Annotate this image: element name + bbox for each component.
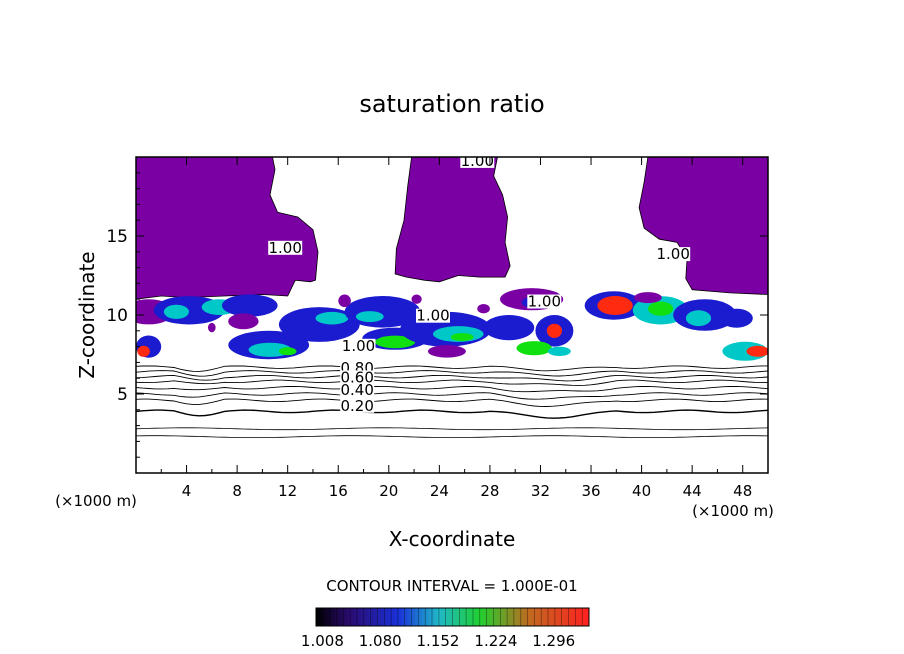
contour-label-bg <box>340 398 375 413</box>
contour-label-2: 1.00 <box>268 239 301 257</box>
contour-label-bg <box>340 383 375 397</box>
x-units-left: (×1000 m) <box>55 492 137 510</box>
contour-label-bg <box>656 247 691 262</box>
contour-low-2 <box>136 435 768 438</box>
colorbar: 1.008 1.080 1.152 1.224 1.296 <box>301 607 590 650</box>
contour-0.2 <box>136 409 768 419</box>
cloud-cell-11 <box>278 347 297 356</box>
colorbar-label-4: 1.224 <box>474 632 517 650</box>
x-tick-label-4: 4 <box>182 482 192 500</box>
contour-label-10: 0.20 <box>340 397 373 415</box>
contour-label-5: 1.00 <box>416 307 449 325</box>
supersaturated-region-1 <box>136 157 319 300</box>
contour-label-8: 0.60 <box>340 368 373 386</box>
colorbar-label-2: 1.080 <box>359 632 402 650</box>
x-axis: 4 8 12 16 20 24 28 32 36 40 44 48 <box>160 157 752 500</box>
x-tick-label-8: 8 <box>232 482 242 500</box>
cloud-cell-32 <box>648 301 674 316</box>
cloud-cell-17 <box>374 335 416 349</box>
cloud-cell-38 <box>634 292 662 304</box>
x-units-right: (×1000 m) <box>692 502 774 520</box>
cloud-cell-5 <box>222 294 278 317</box>
x-tick-label-20: 20 <box>379 482 398 500</box>
contour-label-bg <box>340 370 375 385</box>
y-tick-label-10: 10 <box>106 306 128 326</box>
contour-0.6 <box>136 379 768 386</box>
supersaturated-region-2 <box>394 157 511 283</box>
x-tick-label-48: 48 <box>733 482 752 500</box>
contour-0.3 <box>136 398 768 407</box>
plot-area: 1.001.00 1.001.001.001.000.800.600.400.20 <box>135 152 769 474</box>
contour-0.4 <box>136 392 768 400</box>
x-tick-label-24: 24 <box>430 482 449 500</box>
cloud-cell-20 <box>450 333 474 342</box>
x-tick-label-28: 28 <box>480 482 499 500</box>
contour-0.5 <box>136 385 768 393</box>
colorbar-label-5: 1.296 <box>532 632 575 650</box>
cloud-cell-36 <box>746 345 768 357</box>
y-axis-title: Z-coordinate <box>75 251 99 378</box>
contour-label-3: 1.00 <box>656 245 689 263</box>
contour-0.8 <box>136 370 768 377</box>
colorbar-label-1: 1.008 <box>301 632 344 650</box>
cloud-cell-27 <box>516 341 552 356</box>
contour-label-9: 0.40 <box>340 381 373 399</box>
y-tick-label-5: 5 <box>117 385 128 405</box>
contour-interval-label: CONTOUR INTERVAL = 1.000E-01 <box>326 577 577 595</box>
cloud-cell-39 <box>338 294 351 308</box>
cloud-cell-34 <box>685 310 712 327</box>
contour-label-1: 1.00 <box>461 152 494 170</box>
x-tick-label-32: 32 <box>531 482 550 500</box>
cloud-cell-8 <box>228 313 259 330</box>
x-axis-title: X-coordinate <box>389 527 516 551</box>
contour-label-6: 1.00 <box>342 337 375 355</box>
contour-0.9 <box>136 365 768 372</box>
colorbar-label-3: 1.152 <box>417 632 460 650</box>
cloud-cell-37 <box>720 308 753 328</box>
x-tick-label-44: 44 <box>683 482 702 500</box>
cloud-cell-30 <box>597 296 633 315</box>
contour-label-bg <box>527 294 562 309</box>
contour-label-bg <box>341 338 376 353</box>
x-tick-label-40: 40 <box>632 482 651 500</box>
contour-0.7 <box>136 374 768 382</box>
contour-label-bg <box>268 240 303 255</box>
y-axis: 5 10 15 <box>106 172 768 458</box>
cloud-cell-42 <box>208 322 216 333</box>
cloud-cell-22 <box>483 315 535 341</box>
cloud-cell-28 <box>548 346 571 356</box>
chart-title: saturation ratio <box>359 90 544 118</box>
supersaturated-region-3 <box>638 157 768 295</box>
y-tick-label-15: 15 <box>106 227 128 247</box>
cloud-cell-3 <box>163 304 189 319</box>
x-tick-label-16: 16 <box>329 482 348 500</box>
cloud-cell-41 <box>411 294 422 304</box>
contour-label-bg <box>416 308 450 323</box>
cloud-cell-40 <box>477 304 490 314</box>
cloud-cell-26 <box>546 323 563 338</box>
contour-low-1 <box>136 427 768 431</box>
cloud-cell-15 <box>355 311 384 323</box>
x-tick-label-12: 12 <box>278 482 297 500</box>
contour-label-bg <box>460 157 495 168</box>
cloud-cell-21 <box>427 345 466 358</box>
x-tick-label-36: 36 <box>581 482 600 500</box>
cloud-cell-7 <box>137 345 150 357</box>
cloud-cell-13 <box>315 311 349 325</box>
contour-label-4: 1.00 <box>528 293 561 311</box>
